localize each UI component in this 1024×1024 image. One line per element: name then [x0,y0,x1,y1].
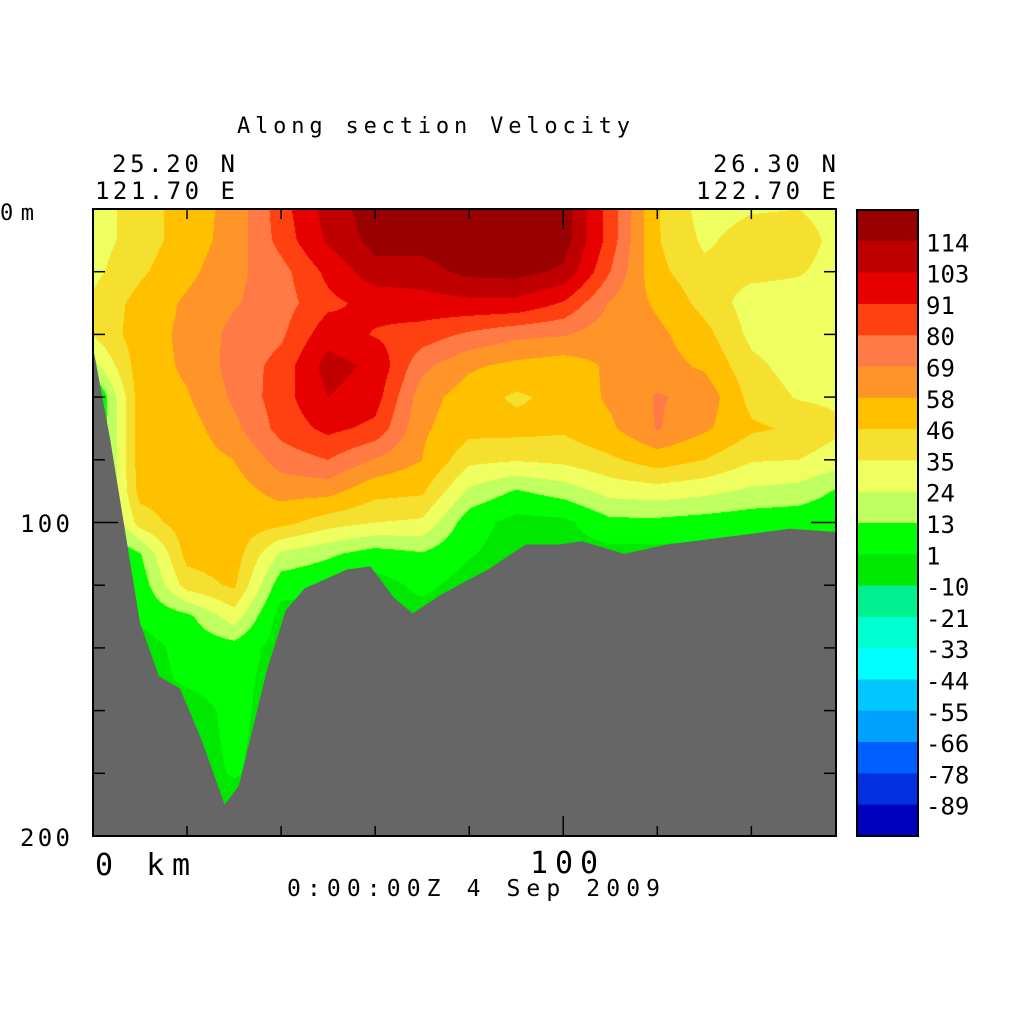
colorbar-band [857,710,918,743]
start-lat-label: 25.20 N [112,150,235,178]
colorbar-label: 1 [926,542,940,570]
colorbar: 114 103 91 80 69 58 46 35 24 13 1 -10 -21 -33 -44 -55 -6… [856,209,969,837]
colorbar-band [857,554,918,587]
colorbar-band [857,679,918,712]
colorbar-band [857,303,918,336]
colorbar-label: 69 [926,355,955,383]
colorbar-label: -89 [926,793,969,821]
colorbar-band [857,460,918,493]
bathymetry-land [93,346,836,836]
colorbar-frame [856,209,919,837]
colorbar-band [857,523,918,555]
colorbar-label: 13 [926,511,955,539]
colorbar-label: -44 [926,668,969,696]
colorbar-label: -55 [926,699,969,727]
colorbar-band [857,429,918,461]
end-lon-label: 122.70 E [696,177,836,205]
colorbar-band [857,773,918,806]
colorbar-band [857,241,918,274]
colorbar-label: 46 [926,417,955,445]
axis-ticks [93,209,836,836]
colorbar-band [857,804,918,837]
x-axis-start-label: 0 km [95,848,190,883]
colorbar-band [857,585,918,618]
colorbar-band [857,366,918,399]
colorbar-band [857,335,918,367]
colorbar-label: 24 [926,480,955,508]
y-tick-label-100: 100 [20,510,70,538]
colorbar-band [857,272,918,305]
chart-title: Along section Velocity [237,114,630,139]
colorbar-label: 80 [926,323,955,351]
y-axis-top-label: 0m [0,201,34,226]
colorbar-band [857,742,918,774]
colorbar-label: 91 [926,292,955,320]
colorbar-label: -33 [926,636,969,664]
x-tick-label-100: 100 [530,846,598,881]
colorbar-label: -21 [926,605,969,633]
colorbar-band [857,491,918,524]
colorbar-label: 35 [926,448,955,476]
colorbar-label: 103 [926,261,969,289]
colorbar-label: -66 [926,730,969,758]
colorbar-band [857,616,918,649]
colorbar-label: 58 [926,386,955,414]
colorbar-band [857,648,918,680]
y-tick-label-200: 200 [20,824,70,852]
colorbar-label: 114 [926,229,969,257]
colorbar-label: -78 [926,761,969,789]
colorbar-label: -10 [926,574,969,602]
plot-frame [92,208,837,837]
colorbar-band [857,397,918,430]
end-lat-label: 26.30 N [713,150,836,178]
land-polygon [93,346,836,836]
colorbar-band [857,210,918,242]
start-lon-label: 121.70 E [95,177,235,205]
time-label: 0:00:00Z 4 Sep 2009 [287,876,660,902]
